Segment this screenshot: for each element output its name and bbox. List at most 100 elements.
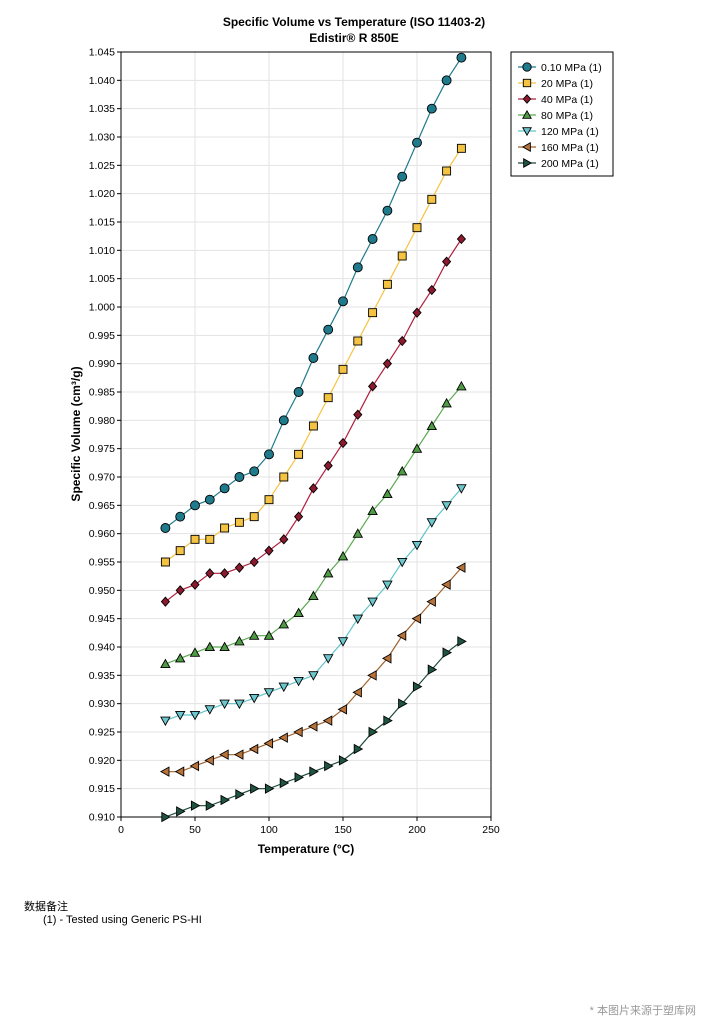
x-tick-label: 50 — [189, 824, 201, 836]
data-point — [220, 794, 231, 806]
data-point — [248, 630, 260, 640]
data-point — [426, 103, 437, 114]
plot-background — [121, 52, 491, 817]
x-axis-label: Temperature (°C) — [258, 842, 355, 856]
chart: Specific Volume vs Temperature (ISO 1140… — [69, 15, 614, 856]
data-point — [442, 166, 452, 176]
legend-item: 40 MPa (1) — [518, 94, 593, 106]
data-point — [456, 143, 466, 153]
y-tick-label: 0.980 — [89, 415, 115, 427]
data-point — [338, 755, 349, 766]
series-0 — [160, 52, 467, 533]
data-point — [367, 670, 377, 681]
y-tick-label: 0.940 — [89, 642, 115, 654]
y-tick-label: 1.045 — [89, 47, 115, 59]
data-point — [190, 800, 201, 811]
data-point — [352, 614, 364, 625]
data-point — [338, 437, 348, 449]
y-tick-label: 0.985 — [89, 387, 115, 399]
data-point — [160, 596, 171, 607]
data-point — [189, 710, 201, 721]
data-point — [205, 568, 215, 579]
x-tick-label: 0 — [118, 824, 124, 836]
series-layer — [159, 52, 467, 823]
data-point — [189, 647, 201, 657]
y-tick-label: 1.000 — [89, 302, 115, 314]
data-point — [411, 540, 423, 551]
legend-label: 0.10 MPa (1) — [541, 62, 602, 74]
data-point — [233, 749, 244, 760]
data-point — [337, 704, 348, 715]
data-point — [278, 732, 288, 743]
legend-marker — [523, 158, 533, 168]
data-point — [442, 647, 453, 658]
x-tick-label: 100 — [260, 824, 278, 836]
data-point — [353, 743, 364, 755]
data-point — [264, 495, 274, 505]
data-point — [175, 511, 186, 522]
data-point — [456, 380, 467, 391]
data-point — [248, 693, 260, 704]
data-point — [456, 233, 467, 245]
y-tick-label: 1.030 — [89, 132, 115, 144]
y-tick-label: 0.915 — [89, 783, 115, 795]
legend-marker — [521, 142, 531, 152]
data-point — [309, 766, 319, 777]
data-point — [234, 517, 244, 527]
data-point — [441, 256, 452, 267]
y-tick-label: 1.035 — [89, 103, 115, 115]
legend-marker — [522, 109, 532, 119]
plot-frame — [120, 51, 492, 818]
y-tick-label: 1.040 — [89, 75, 115, 87]
y-tick-label: 0.995 — [89, 330, 115, 342]
series-2 — [160, 233, 467, 607]
y-tick-label: 0.945 — [89, 613, 115, 625]
grid — [120, 51, 492, 818]
data-point — [293, 676, 304, 687]
y-tick-label: 1.025 — [89, 160, 115, 172]
legend-item: 160 MPa (1) — [518, 142, 599, 154]
data-point — [160, 523, 171, 533]
data-point — [427, 284, 437, 296]
y-tick-label: 0.965 — [89, 500, 115, 512]
data-point — [426, 596, 436, 607]
legend-item: 120 MPa (1) — [518, 126, 599, 138]
data-point — [190, 500, 200, 511]
data-point — [278, 618, 290, 629]
data-point — [367, 505, 378, 516]
y-axis-label: Specific Volume (cm³/g) — [69, 366, 83, 501]
data-point — [323, 460, 333, 471]
data-point — [204, 494, 215, 505]
data-point — [338, 296, 348, 307]
data-point — [189, 760, 200, 772]
y-tick-label: 0.925 — [89, 727, 115, 739]
data-point — [397, 335, 407, 347]
data-point — [160, 557, 170, 567]
data-point — [367, 381, 378, 392]
series-1 — [160, 143, 466, 567]
data-point — [234, 635, 245, 646]
data-point — [248, 743, 259, 755]
data-point — [308, 590, 319, 601]
data-point — [219, 699, 230, 710]
y-tick-label: 0.935 — [89, 670, 115, 682]
data-point — [412, 137, 422, 148]
data-point — [174, 766, 185, 777]
data-point — [307, 721, 318, 732]
y-tick-label: 0.960 — [89, 528, 115, 540]
y-tick-label: 1.015 — [89, 217, 115, 229]
data-point — [352, 262, 363, 273]
y-tick-label: 0.970 — [89, 472, 115, 484]
data-point — [264, 783, 275, 794]
data-point — [159, 766, 170, 777]
data-point — [323, 393, 333, 403]
data-point — [338, 364, 348, 374]
data-point — [441, 75, 452, 86]
data-point — [383, 715, 393, 726]
y-tick-label: 0.930 — [89, 698, 115, 710]
legend: 0.10 MPa (1) 20 MPa (1) 40 MPa (1) 80 MPa (… — [510, 51, 614, 177]
data-point — [337, 637, 349, 647]
data-point — [160, 716, 171, 727]
data-point — [204, 641, 216, 652]
data-point — [353, 336, 363, 346]
